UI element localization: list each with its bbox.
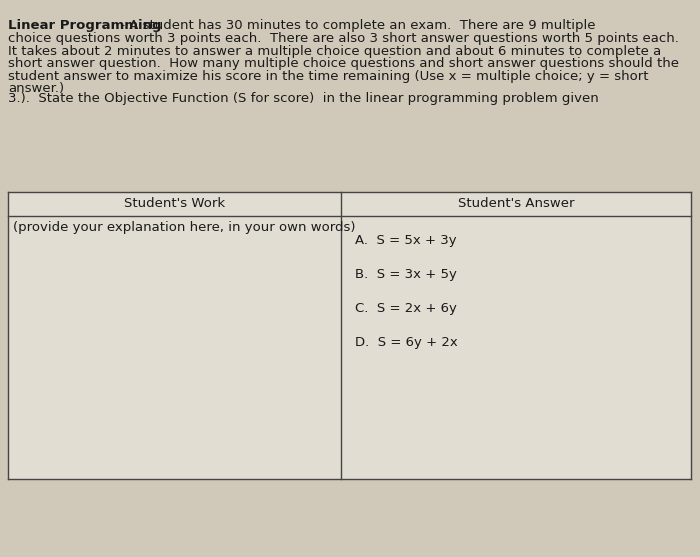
Text: answer.): answer.) (8, 82, 64, 95)
Text: D.  S = 6y + 2x: D. S = 6y + 2x (355, 335, 458, 349)
Text: Student's Work: Student's Work (124, 197, 225, 211)
Text: (provide your explanation here, in your own words): (provide your explanation here, in your … (13, 221, 355, 233)
Text: B.  S = 3x + 5y: B. S = 3x + 5y (355, 267, 457, 281)
Text: 3.).  State the Objective Function (S for score)  in the linear programming prob: 3.). State the Objective Function (S for… (8, 92, 598, 105)
Bar (8, 192, 691, 479)
Text: It takes about 2 minutes to answer a multiple choice question and about 6 minute: It takes about 2 minutes to answer a mul… (8, 45, 662, 57)
Text: choice questions worth 3 points each.  There are also 3 short answer questions w: choice questions worth 3 points each. Th… (8, 32, 679, 45)
Text: student answer to maximize his score in the time remaining (Use x = multiple cho: student answer to maximize his score in … (8, 70, 648, 82)
Text: short answer question.  How many multiple choice questions and short answer ques: short answer question. How many multiple… (8, 57, 679, 70)
Text: Student's Answer: Student's Answer (458, 197, 574, 211)
Text: - A student has 30 minutes to complete an exam.  There are 9 multiple: - A student has 30 minutes to complete a… (116, 19, 596, 32)
Text: A.  S = 5x + 3y: A. S = 5x + 3y (355, 233, 456, 247)
Text: Linear Programming: Linear Programming (8, 19, 162, 32)
Text: C.  S = 2x + 6y: C. S = 2x + 6y (355, 301, 457, 315)
